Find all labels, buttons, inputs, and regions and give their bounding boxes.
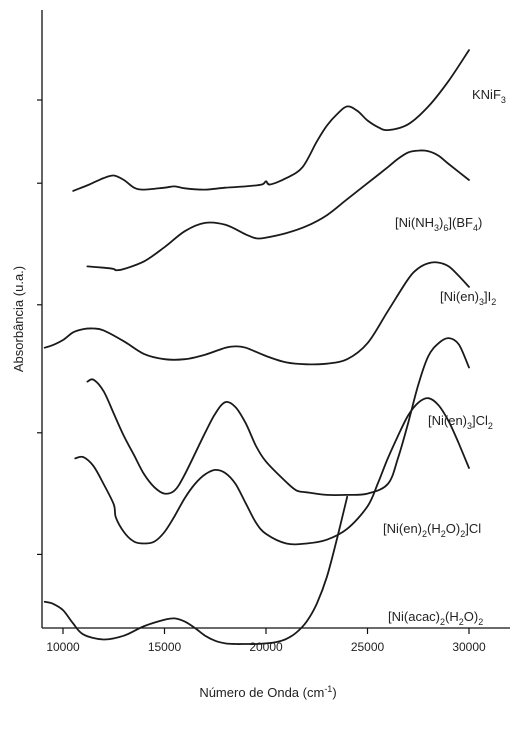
x-tick-label: 25000 [351,640,385,654]
series-curves [43,49,470,645]
series-line-ni-nh3-6-bf4-2 [86,149,470,272]
x-axis-label: Número de Onda (cm-1) [199,684,336,700]
x-tick-label: 30000 [452,640,486,654]
x-tick-label: 10000 [46,640,80,654]
series-label-ni-acac-2-h2o-2: [Ni(acac)2(H2O)2 [388,609,483,627]
series-label-ni-en-2-h2o-2-cl2: [Ni(en)2(H2O)2]Cl [383,521,481,539]
x-axis-label-exponent: -1 [324,684,332,694]
series-label-ni-nh3-6-bf4-2: [Ni(NH3)6](BF4) [395,215,482,233]
y-axis-label: Absorbância (u.a.) [11,266,26,372]
series-label-ni-en-3-i2: [Ni(en)3]I2 [440,289,496,307]
plot-axes [41,10,510,629]
series-label-knif3: KNiF3 [472,87,506,105]
series-line-knif3 [72,49,470,192]
y-axis-ticks [37,99,42,556]
series-line-ni-en-3-cl2 [86,337,470,497]
x-tick-labels: 10000 15000 20000 25000 30000 [46,640,486,654]
x-axis-ticks [62,628,470,634]
series-line-ni-acac-2-h2o-2 [43,495,349,645]
series-labels: KNiF3 [Ni(NH3)6](BF4) [Ni(en)3]I2 [Ni(en)3]… [383,87,506,627]
series-line-ni-en-2-h2o-2-cl2 [74,397,470,546]
series-line-ni-en-3-i2 [43,261,470,366]
x-axis-label-main: Número de Onda (cm [199,685,324,700]
x-axis-label-close: ) [332,685,336,700]
x-tick-label: 15000 [148,640,182,654]
series-label-ni-en-3-cl2: [Ni(en)3]Cl2 [428,413,493,431]
